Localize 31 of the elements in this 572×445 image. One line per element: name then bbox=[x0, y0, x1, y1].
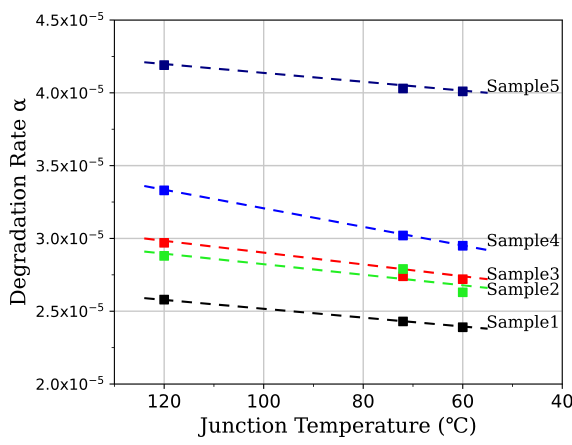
point bbox=[398, 230, 408, 240]
point bbox=[159, 186, 170, 196]
series-label: Sample3 bbox=[488, 266, 559, 284]
series-label: Sample2 bbox=[488, 282, 558, 298]
y-tick-label: 2.0x10$^{−5}$ bbox=[36, 376, 104, 390]
point bbox=[159, 238, 170, 248]
point bbox=[458, 240, 468, 251]
point bbox=[159, 294, 170, 304]
y-axis-title: Degradation Rate α bbox=[9, 98, 30, 305]
point bbox=[159, 251, 170, 261]
y-tick-label: 2.5x10$^{−5}$ bbox=[36, 303, 104, 318]
y-tick-label: 4.5x10$^{−5}$ bbox=[36, 12, 104, 26]
x-axis-title: Junction Temperature (℃) bbox=[198, 416, 476, 437]
x-tick-label: 120 bbox=[148, 394, 180, 408]
point bbox=[398, 264, 408, 274]
series-label: Sample5 bbox=[488, 79, 559, 96]
y-tick-label: 3.5x10$^{−5}$ bbox=[36, 158, 104, 172]
point bbox=[458, 274, 468, 284]
point bbox=[458, 287, 468, 298]
point bbox=[398, 316, 408, 326]
series-label: Sample4 bbox=[488, 233, 560, 250]
y-tick-label: 4.0x10$^{−5}$ bbox=[36, 84, 104, 99]
x-tick-label: 60 bbox=[452, 394, 474, 408]
x-tick-label: 80 bbox=[352, 394, 374, 408]
point bbox=[159, 60, 170, 70]
series-label: Sample1 bbox=[488, 315, 558, 332]
point bbox=[458, 86, 468, 96]
x-tick-label: 100 bbox=[248, 394, 280, 408]
y-tick-label: 3.0x10$^{−5}$ bbox=[36, 230, 104, 244]
point bbox=[398, 84, 408, 94]
point bbox=[458, 322, 468, 332]
